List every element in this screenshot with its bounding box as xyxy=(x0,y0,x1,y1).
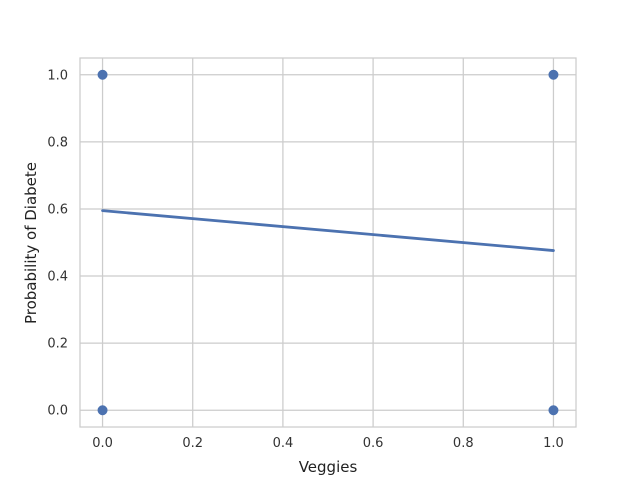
y-tick-label: 0.6 xyxy=(47,202,68,217)
fit-line-layer xyxy=(101,209,555,252)
x-tick-label: 0.4 xyxy=(273,436,294,451)
x-tick-labels: 0.0 0.2 0.4 0.6 0.8 1.0 xyxy=(92,436,564,451)
scatter-point xyxy=(548,69,559,80)
x-tick-label: 0.6 xyxy=(363,436,384,451)
y-tick-label: 0.4 xyxy=(47,270,68,285)
grid-layer xyxy=(80,58,576,427)
y-tick-label: 0.2 xyxy=(47,337,68,352)
scatter-point xyxy=(548,405,559,416)
x-axis-label: Veggies xyxy=(299,458,358,476)
y-tick-label: 1.0 xyxy=(47,68,68,83)
x-tick-label: 1.0 xyxy=(543,436,564,451)
scatter-point xyxy=(97,69,108,80)
plot-frame xyxy=(79,57,577,428)
y-tick-label: 0.8 xyxy=(47,135,68,150)
fit-line xyxy=(101,209,555,252)
scatter-point xyxy=(97,405,108,416)
scatter-points xyxy=(97,69,559,416)
y-tick-labels: 0.0 0.2 0.4 0.6 0.8 1.0 xyxy=(47,68,68,418)
x-tick-label: 0.2 xyxy=(182,436,203,451)
x-tick-label: 0.0 xyxy=(92,436,113,451)
x-tick-label: 0.8 xyxy=(453,436,474,451)
y-tick-label: 0.0 xyxy=(47,404,68,419)
y-axis-label: Probability of Diabete xyxy=(22,162,40,324)
